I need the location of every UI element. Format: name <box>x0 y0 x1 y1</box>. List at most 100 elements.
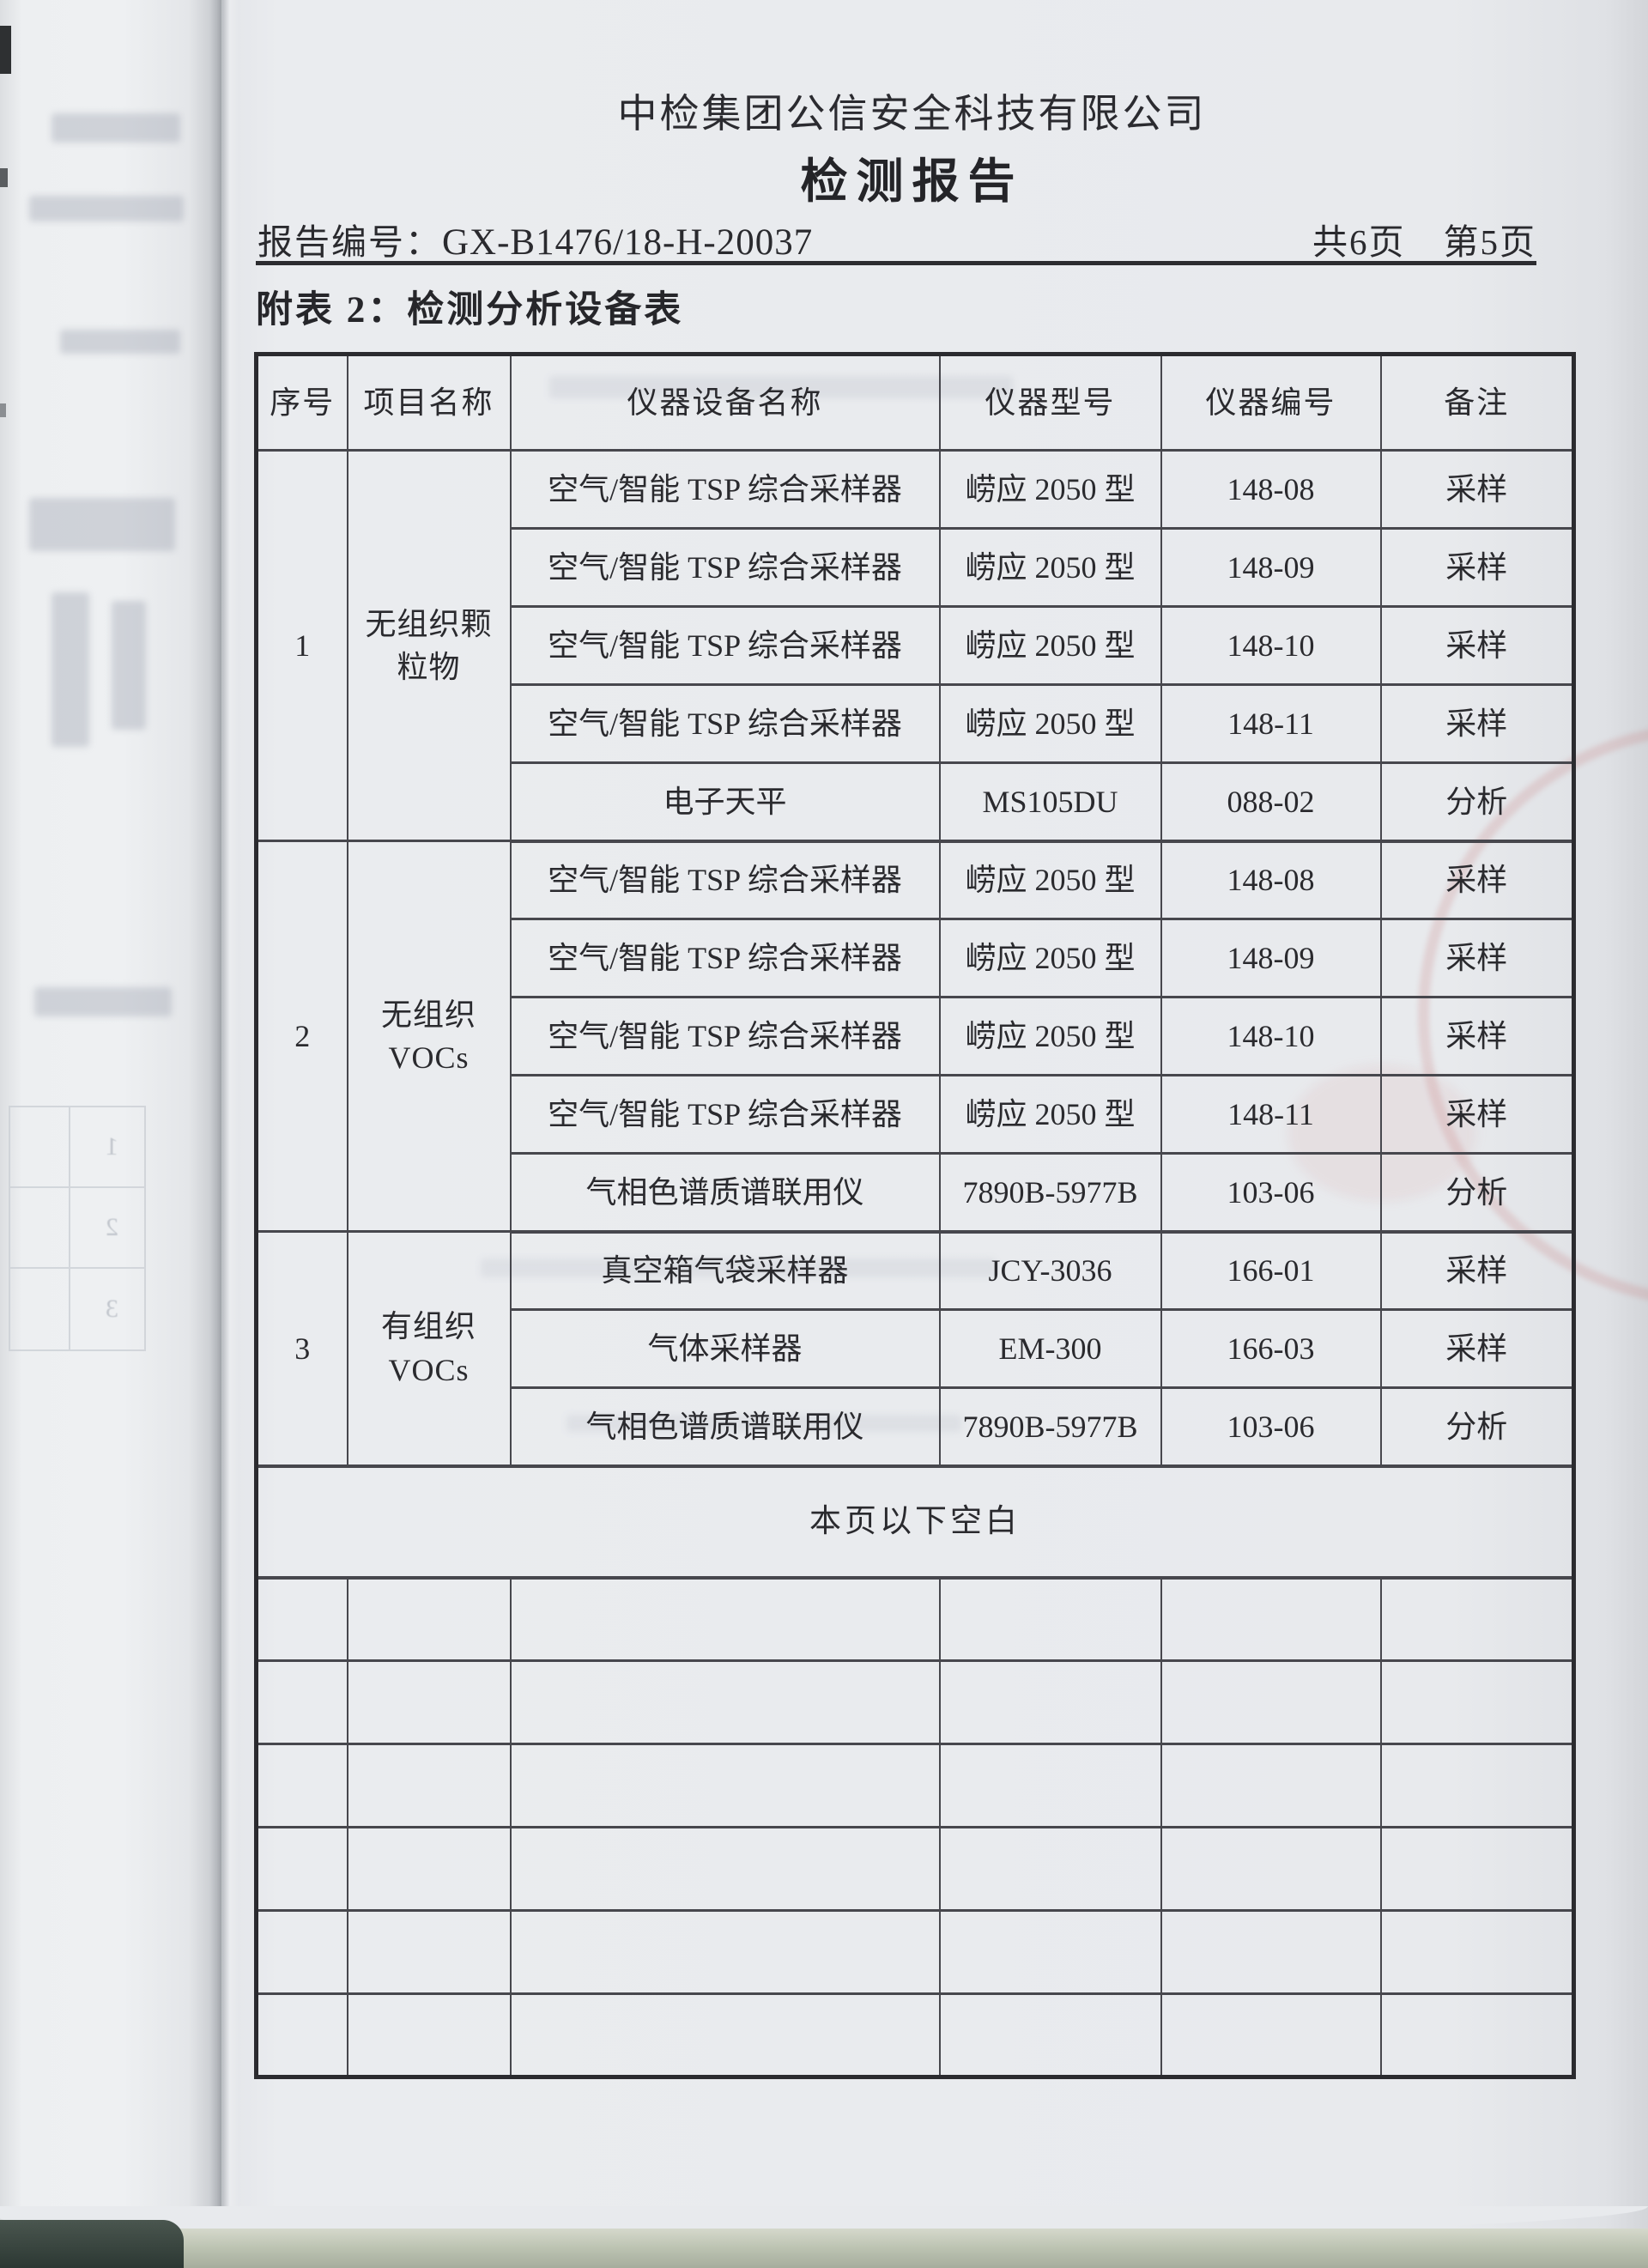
cell-remark: 采样 <box>1379 683 1575 764</box>
bleedthrough-smudge <box>29 498 175 551</box>
cell-remark: 采样 <box>1379 449 1575 530</box>
cell-remark: 采样 <box>1379 1074 1575 1155</box>
col-header-instrument-name: 仪器设备名称 <box>509 353 941 452</box>
cell-serial: 103-06 <box>1160 1152 1382 1234</box>
next-page-strip <box>0 2229 1648 2268</box>
bleedthrough-table-row: 1 <box>10 1107 144 1188</box>
empty-table-row <box>255 1992 1575 2078</box>
cell-serial: 148-08 <box>1160 449 1382 530</box>
group-project: 无组织 VOCs <box>346 840 512 1233</box>
cell-instrument-name: 空气/智能 TSP 综合采样器 <box>509 918 941 998</box>
empty-cell <box>509 1826 941 1912</box>
table-row: 气相色谱质谱联用仪 7890B-5977B 103-06 分析 <box>257 1386 1575 1468</box>
cell-model: 7890B-5977B <box>938 1386 1162 1468</box>
empty-cell <box>1160 1576 1382 1662</box>
table-row: 气体采样器 EM-300 166-03 采样 <box>257 1308 1575 1389</box>
empty-cell <box>509 1743 941 1828</box>
empty-cell <box>509 1992 941 2078</box>
scan-bottom-corner <box>0 2220 184 2268</box>
empty-cell <box>255 1826 348 1912</box>
empty-cell <box>509 1909 941 1995</box>
bleedthrough-row-number: 1 <box>106 1131 118 1161</box>
col-header-project: 项目名称 <box>346 353 512 452</box>
empty-table-row <box>255 1826 1575 1912</box>
report-number-value: GX-B1476/18-H-20037 <box>442 222 814 263</box>
cell-model: JCY-3036 <box>938 1230 1162 1311</box>
cell-serial: 148-11 <box>1160 683 1382 764</box>
empty-cell <box>346 1576 512 1662</box>
cell-serial: 166-01 <box>1160 1230 1382 1311</box>
empty-table-row <box>255 1576 1575 1662</box>
table-row: 2 无组织 VOCs 空气/智能 TSP 综合采样器 崂应 2050 型 148… <box>255 840 1575 1233</box>
cell-serial: 148-09 <box>1160 527 1382 608</box>
group-project: 无组织颗粒物 <box>346 449 512 842</box>
empty-cell <box>346 1659 512 1745</box>
empty-cell <box>1379 1992 1575 2078</box>
cell-serial: 148-08 <box>1160 840 1382 920</box>
cell-model: 崂应 2050 型 <box>938 1074 1162 1155</box>
group-index: 1 <box>255 449 348 842</box>
cell-model: 崂应 2050 型 <box>938 605 1162 686</box>
bleedthrough-mini-table: 1 2 3 <box>9 1106 146 1351</box>
cell-serial: 148-10 <box>1160 605 1382 686</box>
table-row: 1 无组织颗粒物 空气/智能 TSP 综合采样器 崂应 2050 型 148-0… <box>255 449 1575 842</box>
total-pages: 共6页 <box>1312 222 1406 262</box>
report-number-label: 报告编号： <box>258 222 442 262</box>
cell-remark: 分析 <box>1379 761 1575 843</box>
empty-cell <box>1379 1909 1575 1995</box>
table-row: 空气/智能 TSP 综合采样器 崂应 2050 型 148-09 采样 <box>257 527 1575 608</box>
cell-instrument-name: 真空箱气袋采样器 <box>509 1230 941 1311</box>
cell-remark: 采样 <box>1379 605 1575 686</box>
empty-cell <box>346 1909 512 1995</box>
document-title: 检测报告 <box>800 155 1024 208</box>
empty-cell <box>1160 1826 1382 1912</box>
cell-instrument-name: 电子天平 <box>509 761 941 843</box>
table-row: 空气/智能 TSP 综合采样器 崂应 2050 型 148-11 采样 <box>257 1074 1575 1155</box>
cell-model: 崂应 2050 型 <box>938 996 1162 1076</box>
col-header-model: 仪器型号 <box>938 353 1162 452</box>
cell-model: 7890B-5977B <box>938 1152 1162 1234</box>
bleedthrough-row-number: 3 <box>106 1294 118 1323</box>
bleedthrough-smudge <box>60 330 180 354</box>
cell-instrument-name: 空气/智能 TSP 综合采样器 <box>509 527 941 608</box>
table-row: 气相色谱质谱联用仪 7890B-5977B 103-06 分析 <box>257 1152 1575 1234</box>
empty-cell <box>255 1909 348 1995</box>
cell-remark: 分析 <box>1379 1152 1575 1234</box>
cell-remark: 采样 <box>1379 918 1575 998</box>
cell-instrument-name: 空气/智能 TSP 综合采样器 <box>509 605 941 686</box>
empty-cell <box>346 1743 512 1828</box>
scan-edge-artifact <box>0 168 8 187</box>
empty-cell <box>938 1659 1162 1745</box>
page-indicator: 共6页 第5页 <box>1312 213 1536 264</box>
empty-cell <box>1379 1659 1575 1745</box>
cell-remark: 采样 <box>1379 996 1575 1076</box>
cell-remark: 分析 <box>1379 1386 1575 1468</box>
bleedthrough-smudge <box>34 987 172 1016</box>
empty-cell <box>346 1826 512 1912</box>
empty-cell <box>938 1576 1162 1662</box>
bleedthrough-table-row: 2 <box>10 1188 144 1269</box>
bleedthrough-smudge <box>52 592 89 747</box>
cell-instrument-name: 气相色谱质谱联用仪 <box>509 1152 941 1234</box>
facing-page-margin: 1 2 3 <box>0 0 221 2268</box>
cell-serial: 148-11 <box>1160 1074 1382 1155</box>
header-rule <box>256 261 1536 265</box>
empty-cell <box>1379 1826 1575 1912</box>
bleedthrough-table-row: 3 <box>10 1269 144 1349</box>
cell-instrument-name: 气相色谱质谱联用仪 <box>509 1386 941 1468</box>
empty-table-row <box>255 1659 1575 1745</box>
cell-remark: 采样 <box>1379 1230 1575 1311</box>
equipment-table: 序号 项目名称 仪器设备名称 仪器型号 仪器编号 备注 1 无组织颗粒物 空气/… <box>254 352 1576 2079</box>
cell-instrument-name: 空气/智能 TSP 综合采样器 <box>509 996 941 1076</box>
cell-model: 崂应 2050 型 <box>938 527 1162 608</box>
cell-model: 崂应 2050 型 <box>938 918 1162 998</box>
empty-cell <box>938 1826 1162 1912</box>
table-row: 空气/智能 TSP 综合采样器 崂应 2050 型 148-10 采样 <box>257 605 1575 686</box>
empty-cell <box>255 1576 348 1662</box>
table-row: 空气/智能 TSP 综合采样器 崂应 2050 型 148-10 采样 <box>257 996 1575 1076</box>
empty-cell <box>1160 1659 1382 1745</box>
col-header-serial: 仪器编号 <box>1160 353 1382 452</box>
cell-instrument-name: 空气/智能 TSP 综合采样器 <box>509 683 941 764</box>
cell-model: 崂应 2050 型 <box>938 683 1162 764</box>
page-fold-shadow <box>209 0 239 2268</box>
